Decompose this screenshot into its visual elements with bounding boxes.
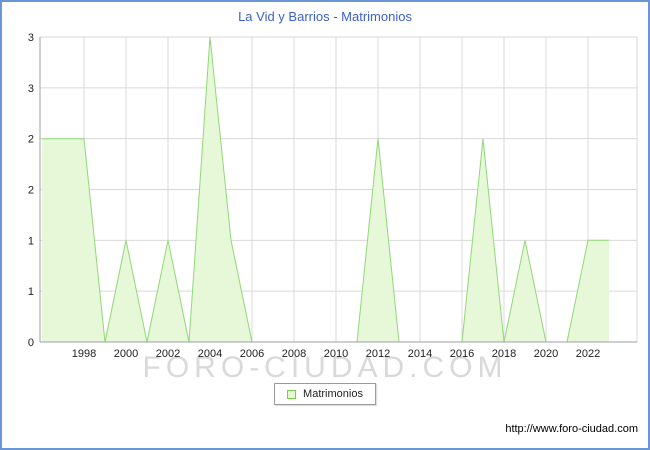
- y-tick-label: 3: [28, 32, 34, 44]
- legend-swatch-matrimonios: [287, 389, 297, 399]
- legend-label-matrimonios: Matrimonios: [303, 388, 363, 400]
- y-tick-label: 2: [28, 134, 34, 146]
- page-title: La Vid y Barrios - Matrimonios: [238, 9, 412, 24]
- watermark: FORO-CIUDAD.COM: [142, 351, 508, 384]
- x-tick-label: 2000: [114, 348, 138, 360]
- x-tick-label: 2022: [576, 348, 600, 360]
- x-tick-label: 2018: [492, 348, 516, 360]
- x-tick-label: 2020: [534, 348, 558, 360]
- x-tick-label: 1998: [72, 348, 96, 360]
- x-tick-label: 2016: [450, 348, 474, 360]
- legend: Matrimonios: [274, 383, 376, 405]
- x-tick-label: 2010: [324, 348, 348, 360]
- y-tick-label: 2: [28, 185, 34, 197]
- x-tick-label: 2004: [198, 348, 222, 360]
- y-tick-label: 1: [28, 235, 34, 247]
- footer-url: http://www.foro-ciudad.com: [505, 423, 638, 435]
- x-tick-label: 2014: [408, 348, 432, 360]
- x-tick-label: 2002: [156, 348, 180, 360]
- x-tick-label: 2012: [366, 348, 390, 360]
- y-tick-label: 0: [28, 337, 34, 349]
- area-series-matrimonios: [42, 37, 609, 342]
- y-tick-label: 1: [28, 286, 34, 298]
- x-tick-label: 2008: [282, 348, 306, 360]
- marriages-area-chart: 0 1 1 2 2 3 3 1998 2000 2002 2004 2006 2008 2010 2012 2…: [28, 32, 638, 360]
- x-tick-label: 2006: [240, 348, 264, 360]
- y-tick-label: 3: [28, 83, 34, 95]
